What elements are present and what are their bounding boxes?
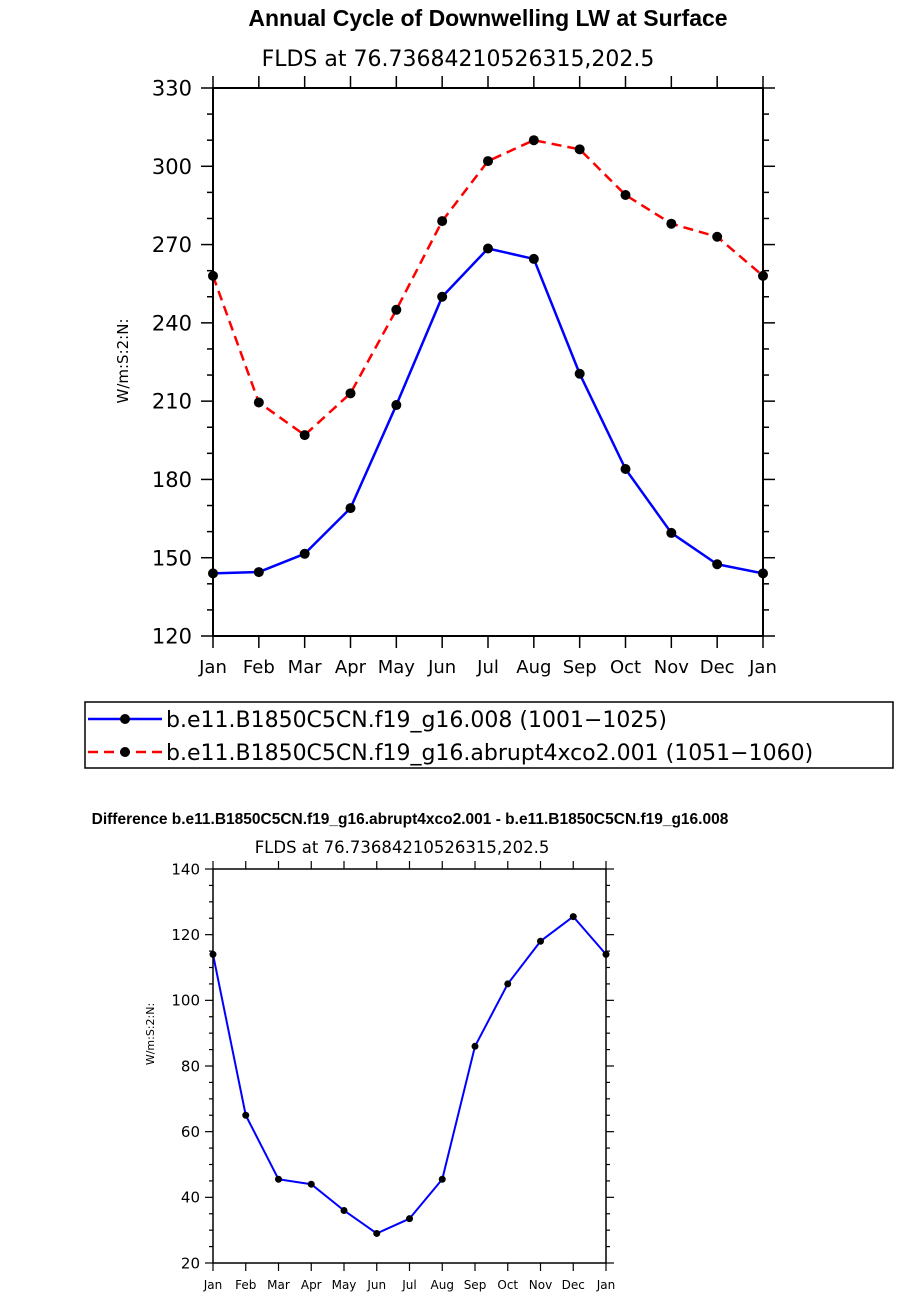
series-0-point: [620, 463, 631, 474]
y-tick-label: 300: [152, 155, 192, 179]
y-tick-label: 150: [152, 546, 192, 570]
series-0-point: [406, 1215, 413, 1223]
x-tick-label: Jan: [203, 1278, 223, 1292]
series-1-point: [574, 144, 585, 155]
x-tick-label: Apr: [335, 657, 367, 678]
series-1-point: [712, 231, 723, 242]
y-axis-label: W/m:S:2:N:: [144, 1003, 157, 1065]
chart-subtitle: FLDS at 76.73684210526315,202.5: [262, 47, 655, 72]
y-axis-label: W/m:S:2:N:: [114, 319, 132, 404]
y-tick-label: 330: [152, 77, 192, 101]
series-0-point: [504, 980, 512, 988]
x-tick-label: Aug: [431, 1278, 454, 1292]
chart-title: Difference b.e11.B1850C5CN.f19_g16.abrup…: [92, 811, 729, 828]
x-tick-label: Oct: [497, 1278, 518, 1292]
series-1-point: [666, 218, 677, 229]
legend-label-abrupt4xco2: b.e11.B1850C5CN.f19_g16.abrupt4xco2.001 …: [166, 741, 813, 766]
series-0-point: [345, 503, 356, 514]
series-0-point: [340, 1206, 348, 1214]
y-tick-label: 60: [181, 1123, 200, 1141]
x-tick-label: Jan: [748, 657, 777, 678]
chart-subtitle: FLDS at 76.73684210526315,202.5: [255, 838, 550, 857]
x-tick-label: Apr: [301, 1278, 322, 1292]
series-0-point: [373, 1229, 381, 1237]
x-tick-label: Sep: [563, 657, 597, 678]
x-tick-label: Jan: [198, 657, 227, 678]
x-tick-label: May: [378, 657, 416, 678]
series-1-point: [299, 430, 310, 441]
y-tick-label: 270: [152, 233, 192, 257]
series-1-point: [253, 397, 264, 408]
chart-title: Annual Cycle of Downwelling LW at Surfac…: [248, 5, 727, 31]
y-tick-label: 120: [152, 625, 192, 649]
series-1-point: [483, 156, 493, 167]
series-0-point: [537, 937, 544, 945]
series-1-point: [391, 304, 402, 315]
x-tick-label: Aug: [516, 657, 551, 678]
tick-layer: [205, 861, 614, 1271]
y-tick-label: 100: [171, 992, 200, 1010]
series-0-point: [666, 527, 677, 538]
series-0-point: [471, 1042, 479, 1050]
series-line-0: [212, 915, 607, 1235]
legend-marker-control: [120, 714, 130, 724]
series-0-point: [242, 1111, 250, 1119]
x-tick-label: Jan: [596, 1278, 616, 1292]
x-tick-label: Mar: [267, 1278, 290, 1292]
series-0-point: [253, 567, 264, 578]
x-tick-label: Nov: [529, 1278, 552, 1292]
x-tick-label: Mar: [288, 657, 323, 678]
y-tick-label: 40: [181, 1189, 200, 1207]
series-1-point: [620, 189, 631, 200]
legend-box: [84, 701, 894, 769]
x-tick-label: Jul: [476, 657, 499, 678]
series-line-1: [211, 138, 764, 437]
x-tick-label: Jun: [427, 657, 456, 678]
y-tick-label: 20: [181, 1254, 200, 1272]
series-1-point: [345, 388, 356, 399]
series-0-point: [528, 253, 539, 264]
plot-frame: [212, 87, 764, 637]
x-tick-label: Jul: [401, 1278, 416, 1292]
series-0-point: [574, 368, 585, 379]
series-0-point: [438, 1175, 446, 1183]
legend: b.e11.B1850C5CN.f19_g16.008 (1001−1025) …: [84, 701, 894, 769]
series-0-point: [569, 913, 577, 921]
y-tick-label: 80: [181, 1057, 200, 1075]
series-0-point: [275, 1175, 282, 1183]
x-tick-label: Dec: [700, 657, 735, 678]
y-tick-label: 180: [152, 468, 192, 492]
series-0-point: [483, 243, 493, 254]
x-tick-label: Sep: [464, 1278, 487, 1292]
series-1-point: [528, 135, 539, 146]
y-tick-label: 120: [171, 926, 200, 944]
tick-label-layer: 120 150 180 210 240 270 300 330 Jan Feb Mar Apr May J…: [152, 77, 777, 678]
x-tick-label: Oct: [610, 657, 641, 678]
series-line-0: [212, 247, 764, 575]
legend-marker-abrupt4xco2: [120, 747, 130, 757]
y-tick-label: 210: [152, 390, 192, 414]
series-0-point: [437, 291, 448, 302]
series-layer: [209, 913, 610, 1237]
tick-label-layer: 20 40 60 80 100 120 140 Jan Feb Mar Apr May Jun Jul Au…: [171, 860, 615, 1292]
x-tick-label: Dec: [562, 1278, 585, 1292]
x-tick-label: May: [332, 1278, 357, 1292]
x-tick-label: Nov: [654, 657, 689, 678]
series-layer: [208, 135, 768, 579]
series-0-point: [712, 559, 723, 570]
y-tick-label: 240: [152, 311, 192, 335]
x-tick-label: Feb: [235, 1278, 256, 1292]
x-tick-label: Feb: [243, 657, 275, 678]
plot-frame: [212, 868, 607, 1264]
series-0-point: [299, 548, 310, 559]
legend-label-control: b.e11.B1850C5CN.f19_g16.008 (1001−1025): [166, 708, 667, 733]
chart-difference: Difference b.e11.B1850C5CN.f19_g16.abrup…: [92, 811, 729, 1292]
chart-annual-cycle: Annual Cycle of Downwelling LW at Surfac…: [114, 5, 777, 678]
x-tick-label: Jun: [366, 1278, 386, 1292]
series-0-point: [307, 1180, 315, 1188]
series-1-point: [437, 216, 448, 227]
y-tick-label: 140: [171, 860, 200, 878]
series-0-point: [391, 400, 402, 411]
